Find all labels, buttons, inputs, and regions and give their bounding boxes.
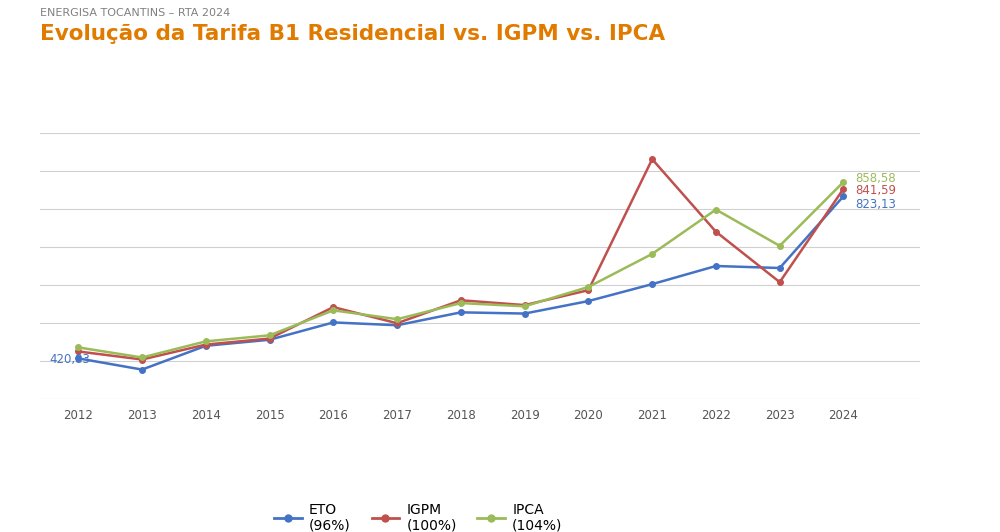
Text: 823,13: 823,13 xyxy=(855,198,896,211)
Text: Evolução da Tarifa B1 Residencial vs. IGPM vs. IPCA: Evolução da Tarifa B1 Residencial vs. IG… xyxy=(40,24,665,44)
Text: ENERGISA TOCANTINS – RTA 2024: ENERGISA TOCANTINS – RTA 2024 xyxy=(40,8,230,18)
Text: 841,59: 841,59 xyxy=(855,184,896,197)
Text: 858,58: 858,58 xyxy=(855,172,896,185)
Text: 420,83: 420,83 xyxy=(50,353,90,366)
Legend: ETO
(96%), IGPM
(100%), IPCA
(104%): ETO (96%), IGPM (100%), IPCA (104%) xyxy=(269,497,568,532)
